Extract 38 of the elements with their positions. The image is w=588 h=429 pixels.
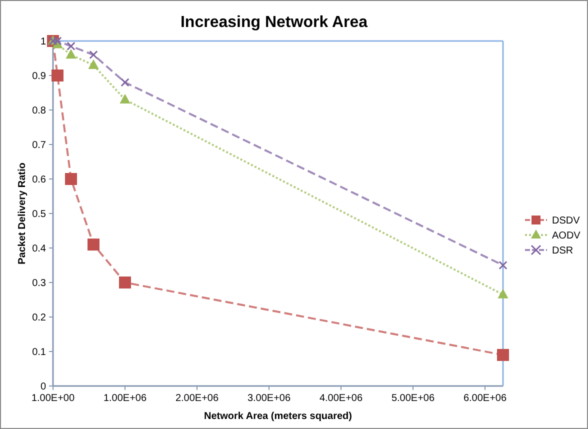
x-tick-label: 5.00E+06: [391, 393, 435, 404]
y-tick-label: 1: [40, 36, 46, 48]
point: [498, 260, 508, 270]
x-tick-label: 1.00E+06: [103, 393, 147, 404]
y-tick-label: 0.1: [32, 347, 46, 358]
x-tick-label: 1.00E+00: [31, 393, 75, 404]
x-tick-label: 2.00E+06: [175, 393, 219, 404]
y-axis-title: Packet Delivery Ratio: [17, 162, 28, 264]
y-tick-label: 0.5: [32, 209, 46, 220]
point: [65, 173, 77, 185]
y-tick-label: 0: [40, 382, 46, 392]
point: [497, 348, 509, 361]
y-tick-label: 0.2: [32, 312, 46, 324]
point: [52, 70, 64, 82]
point: [89, 50, 98, 60]
x-tick-label: 3.00E+06: [247, 393, 291, 404]
y-tick-label: 0.9: [32, 71, 46, 82]
legend-label: AODV: [552, 230, 581, 242]
point: [66, 49, 76, 59]
y-tick-label: 0.4: [32, 244, 46, 254]
y-tick-label: 0.3: [32, 278, 46, 289]
legend-label: DSR: [552, 246, 574, 256]
y-tick-label: 0.8: [32, 106, 46, 116]
point: [120, 94, 130, 104]
chart-title: Increasing Network Area: [180, 14, 368, 31]
x-axis-title: Network Area (meters squared): [204, 411, 352, 422]
point: [53, 36, 62, 46]
x-tick-label: 4.00E+06: [319, 393, 363, 404]
y-tick-label: 0.7: [32, 140, 46, 151]
x-tick-label: 6.00E+06: [463, 393, 507, 404]
point: [88, 238, 100, 251]
point: [119, 276, 131, 288]
point: [120, 78, 130, 87]
legend-label: DSDV: [552, 216, 580, 226]
point: [88, 59, 99, 69]
y-tick-label: 0.6: [32, 174, 46, 186]
point: [498, 288, 508, 298]
point: [66, 42, 76, 51]
